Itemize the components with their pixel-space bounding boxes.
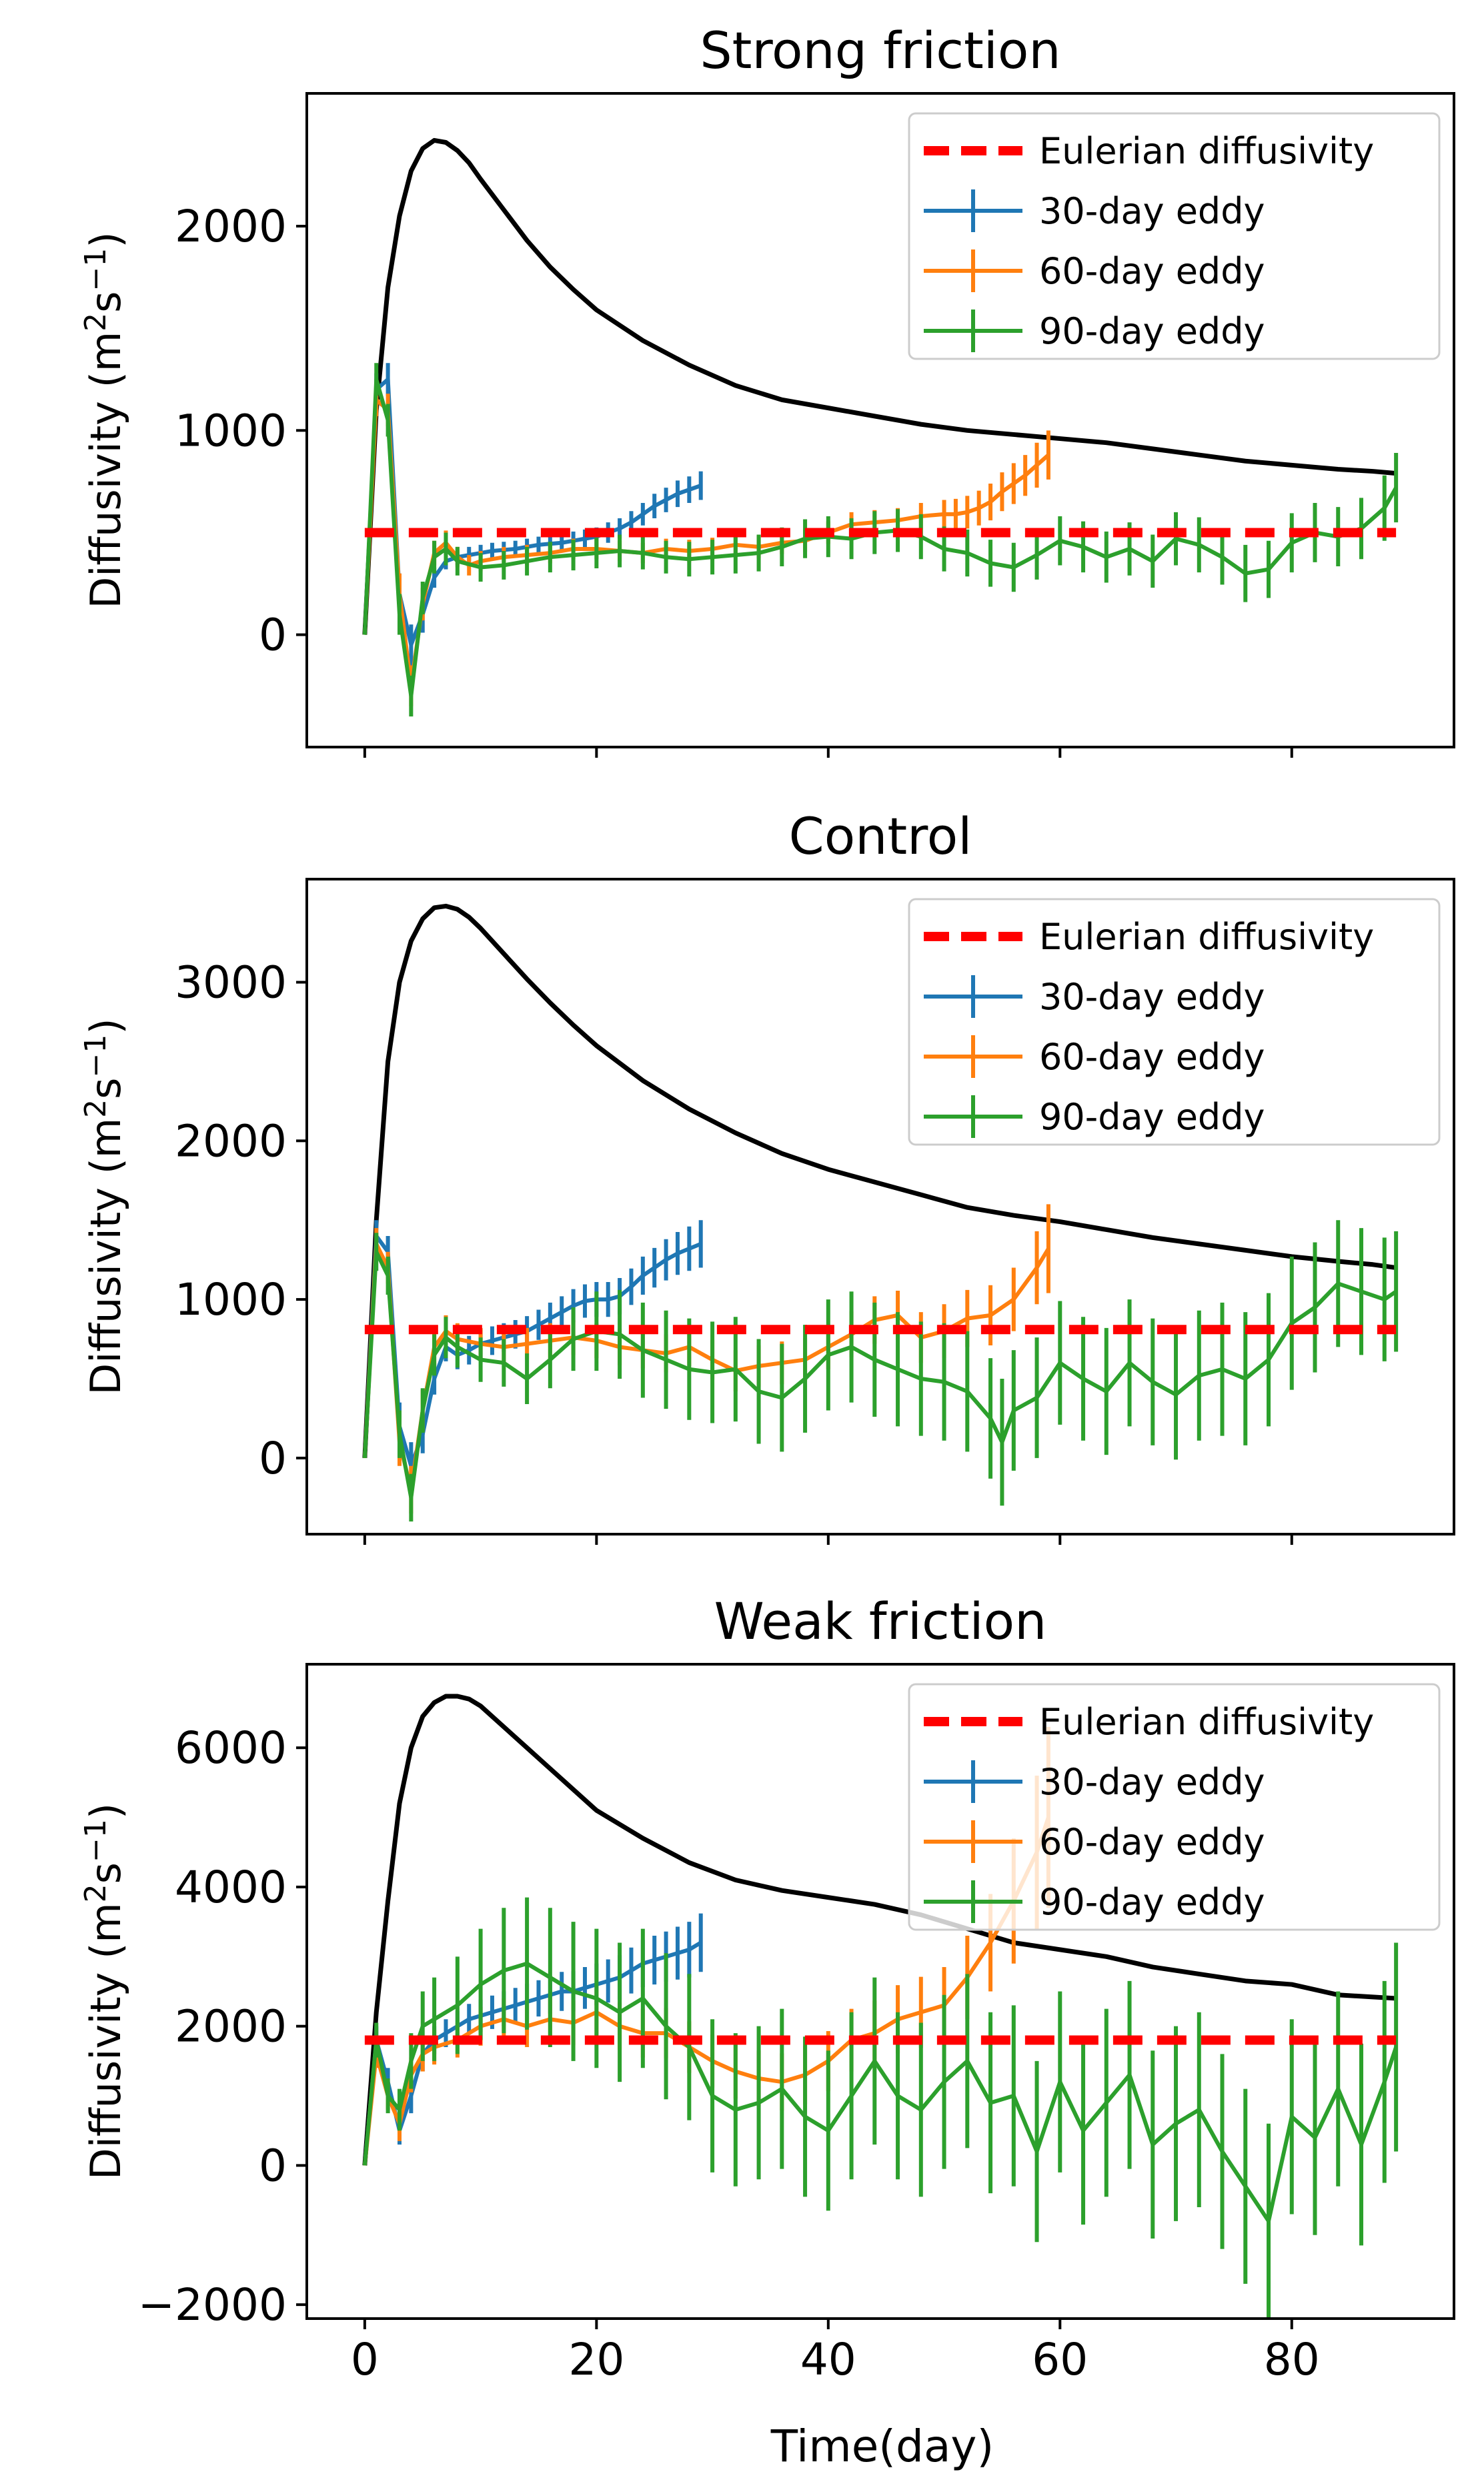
series-90-day-eddy — [362, 1220, 1399, 1521]
y-tick-label: 3000 — [175, 957, 287, 1009]
series-line — [362, 1249, 1397, 1500]
y-tick-label: 2000 — [175, 1115, 287, 1167]
y-axis-label: Diffusivity (m2s−1) — [79, 231, 130, 608]
y-axis-label-end: ) — [81, 231, 130, 247]
axes-frame — [305, 1663, 1455, 2320]
y-tick-label: 2000 — [175, 201, 287, 252]
panel-control: Control 0 1000 2000 3000 Diffusivity (m2s−1) E… — [79, 806, 1455, 1545]
y-tick-label: 0 — [259, 2140, 287, 2191]
y-tick-label: 0 — [259, 610, 287, 661]
y-axis-label-sup: −1 — [79, 1819, 113, 1862]
x-tick-label: 0 — [351, 2334, 379, 2385]
black-diffusivity-line — [362, 1694, 1397, 2166]
series-90-day-eddy — [362, 1897, 1399, 2319]
y-axis-label-mid: s — [81, 1078, 130, 1099]
plot-area — [362, 1694, 1399, 2319]
series-line — [362, 398, 1050, 688]
legend-label: Eulerian diffusivity — [1039, 1701, 1374, 1743]
series-line — [362, 1961, 1398, 2223]
y-axis-label-mid: s — [81, 1862, 130, 1884]
x-tick-label: 60 — [1032, 2334, 1088, 2385]
legend-label: 30-day eddy — [1039, 1761, 1265, 1803]
legend: Eulerian diffusivity 30-day eddy 60-day ed… — [908, 112, 1441, 360]
chart-title: Control — [789, 806, 972, 866]
legend-box — [908, 898, 1441, 1146]
y-axis-label-end: ) — [81, 1018, 130, 1034]
panel-weak-friction: Weak friction −2000 0 2000 4000 6000 0 20 40 60 80… — [79, 1592, 1455, 2385]
legend: Eulerian diffusivity 30-day eddy 60-day ed… — [908, 898, 1441, 1146]
black-diffusivity-line — [362, 903, 1397, 1459]
y-axis-label: Diffusivity (m2s−1) — [79, 1018, 130, 1395]
series-30-day-eddy — [362, 363, 703, 666]
legend-label: 60-day eddy — [1039, 1036, 1265, 1078]
y-axis-label: Diffusivity (m2s−1) — [79, 1803, 130, 2180]
y-tick-label: 0 — [259, 1433, 287, 1484]
y-tick-label: 4000 — [175, 1862, 287, 1913]
y-tick-label: −2000 — [138, 2279, 287, 2331]
y-tick-label: 6000 — [175, 1722, 287, 1774]
legend-label: 90-day eddy — [1039, 1881, 1265, 1923]
legend: Eulerian diffusivity 30-day eddy 60-day ed… — [908, 1683, 1441, 1931]
black-diffusivity-line — [362, 137, 1397, 635]
legend-label: 60-day eddy — [1039, 250, 1265, 292]
y-axis-label-main: Diffusivity (m — [81, 332, 130, 609]
legend-label: 90-day eddy — [1039, 1096, 1265, 1138]
legend-label: 60-day eddy — [1039, 1821, 1265, 1863]
legend-label: 30-day eddy — [1039, 976, 1265, 1018]
legend-label: Eulerian diffusivity — [1039, 916, 1374, 958]
series-line — [362, 377, 702, 647]
legend-box — [908, 112, 1441, 360]
axes-frame — [305, 878, 1455, 1535]
x-tick-label: 80 — [1264, 2334, 1320, 2385]
y-axis-label-sup: 2 — [79, 313, 113, 332]
legend-label: Eulerian diffusivity — [1039, 130, 1374, 172]
legend-label: 90-day eddy — [1039, 310, 1265, 352]
y-tick-label: 1000 — [175, 405, 287, 456]
y-axis-label-sup: −1 — [79, 248, 113, 291]
x-tick-label: 20 — [568, 2334, 624, 2385]
plot-area — [362, 137, 1399, 717]
y-axis-label-main: Diffusivity (m — [81, 1118, 130, 1395]
y-axis-label-sup: −1 — [79, 1035, 113, 1078]
legend-label: 30-day eddy — [1039, 190, 1265, 232]
chart-title: Weak friction — [714, 1592, 1047, 1651]
y-axis-label-sup: 2 — [79, 1884, 113, 1902]
axes-frame — [305, 92, 1455, 748]
legend-box — [908, 1683, 1441, 1931]
panel-strong-friction: Strong friction 0 1000 2000 Diffusivity (m2s… — [79, 21, 1455, 758]
y-axis-label-end: ) — [81, 1803, 130, 1819]
x-axis-label: Time(day) — [770, 2421, 994, 2472]
y-axis-label-main: Diffusivity (m — [81, 1902, 130, 2180]
y-axis-label-sup: 2 — [79, 1099, 113, 1118]
x-tick-label: 40 — [800, 2334, 856, 2385]
y-tick-label: 2000 — [175, 2001, 287, 2052]
y-tick-label: 1000 — [175, 1274, 287, 1325]
chart-title: Strong friction — [700, 21, 1060, 80]
y-axis-label-mid: s — [81, 291, 130, 313]
series-line — [362, 377, 1398, 698]
plot-area — [362, 903, 1399, 1521]
